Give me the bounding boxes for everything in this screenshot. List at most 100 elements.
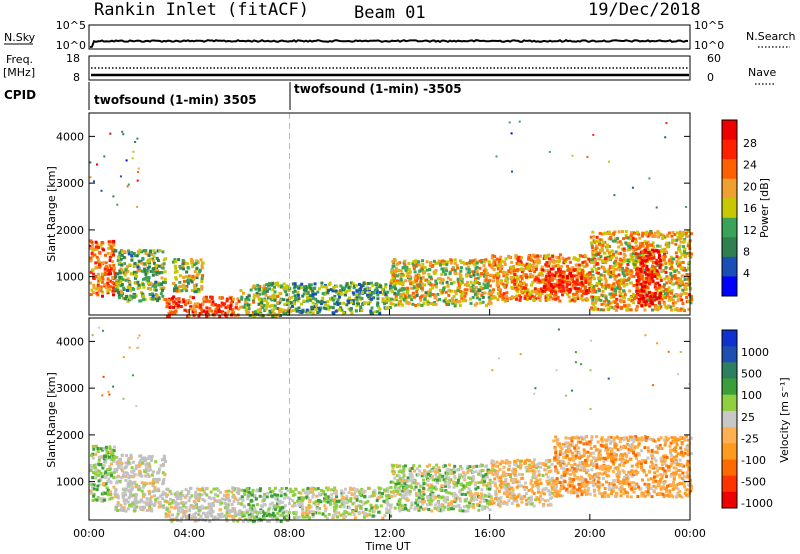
power-cell-6-407 (413, 276, 417, 280)
power-cell-1-250 (124, 271, 128, 275)
power-cell-9-501 (661, 249, 665, 253)
power-cell-6-14 (448, 299, 452, 303)
freq-unit-label: [MHz] (3, 66, 35, 79)
velocity-cell-5-112 (471, 479, 475, 483)
power-cell-7-398 (567, 295, 571, 299)
power-cell-1-81 (152, 261, 156, 265)
power-cell-7-383 (499, 281, 503, 285)
power-cell-9-857 (604, 281, 608, 285)
power-cell-0-48 (96, 265, 100, 269)
power-cell-9-766 (689, 255, 693, 259)
power-cell-4-104 (287, 299, 291, 303)
velocity-cell-4-332 (354, 505, 358, 509)
power-colorbar-band-6 (722, 237, 737, 258)
power-cell-9-344 (630, 299, 634, 303)
power-cell-10-101 (647, 255, 651, 258)
power-cell-7-364 (530, 294, 534, 298)
power-cell-6-249 (456, 286, 460, 290)
velocity-cell-2-279 (208, 519, 212, 523)
power-cell-10-8 (657, 256, 661, 260)
power-cell-9-675 (655, 274, 659, 278)
power-cell-5-134 (383, 302, 386, 306)
power-cell-4-109 (251, 310, 255, 314)
power-cell-1-279 (146, 282, 150, 286)
power-cell-7-112 (492, 274, 496, 277)
power-cell-7-220 (556, 264, 560, 268)
velocity-cell-0-1 (93, 498, 97, 502)
power-cell-9-444 (606, 255, 610, 259)
power-cell-6-516 (423, 297, 427, 301)
power-cell-9-791 (663, 247, 667, 251)
power-cell-6-136 (414, 304, 418, 307)
velocity-cell-2-132 (231, 515, 235, 518)
power-cell-7-345 (518, 282, 522, 286)
power-cell-0-69 (113, 272, 117, 275)
power-cell-8-51 (580, 289, 584, 293)
power-cell-7-13 (536, 281, 540, 285)
power-cell-9-380 (605, 258, 609, 262)
power-cell-7-55 (537, 273, 541, 277)
velocity-cell-1-217 (130, 470, 134, 474)
power-cell-4-171 (280, 284, 284, 288)
velocity-cell-2-217 (169, 497, 172, 501)
power-cell-7-386 (558, 299, 562, 303)
velocity-cell-1-173 (148, 468, 152, 472)
power-cell-9-845 (590, 283, 594, 287)
velocity-cell-2-219 (224, 489, 228, 493)
velocity-cell-4-232 (324, 495, 328, 499)
power-cell-5-329 (316, 290, 320, 294)
velocity-cell-1-91 (163, 457, 167, 461)
power-cell-7-60 (571, 266, 575, 270)
velocity-cell-1-205 (162, 478, 166, 482)
velocity-cell-1-30 (126, 481, 130, 485)
velocity-cell-4-323 (310, 490, 314, 494)
power-cell-10-93 (656, 250, 660, 254)
power-cell-9-418 (604, 303, 608, 307)
velocity-cell-4-23 (323, 504, 327, 508)
power-cell-2-8 (200, 311, 204, 315)
power-cell-1-251 (130, 254, 134, 258)
power-cell-5-254 (384, 292, 388, 296)
power-cell-9-406 (592, 235, 596, 239)
power-cell-5-307 (293, 282, 297, 286)
velocity-cell-3-164 (245, 487, 249, 491)
frequency-panel: Freq. [MHz] 18 8 60 0 Nave (3, 52, 776, 85)
velocity-cell-0-121 (91, 476, 95, 479)
velocity-cell-0-19 (110, 448, 114, 452)
power-cell-5-201 (316, 311, 320, 314)
velocity-cell-4-303 (316, 487, 320, 491)
power-cell-9-850 (622, 247, 626, 251)
power-cell-7-92 (537, 287, 541, 291)
power-cell-4-5 (268, 304, 272, 308)
power-cell-7-335 (513, 282, 517, 286)
power-cell-9-223 (667, 231, 671, 235)
velocity-cell-2-85 (220, 497, 224, 501)
power-cell-1-65 (136, 269, 140, 273)
velocity-cell-1-36 (146, 472, 150, 476)
velocity-cell-4-252 (372, 509, 376, 513)
power-cell-6-306 (455, 263, 459, 267)
power-cell-6-486 (397, 300, 401, 304)
power-cell-8-74 (558, 270, 562, 274)
velocity-cell-5-137 (416, 503, 420, 507)
velocity-cell-4-199 (291, 499, 295, 503)
velocity-cell-5-14 (421, 502, 425, 506)
power-cell-5-218 (324, 285, 328, 289)
power-cell-6-368 (392, 264, 396, 268)
power-cell-1-264 (143, 262, 147, 266)
power-cell-7-85 (518, 298, 522, 302)
power-cell-4-56 (257, 302, 261, 306)
velocity-cell-0-147 (103, 491, 107, 495)
power-cell-6-505 (408, 275, 412, 279)
power-cell-9-376 (622, 280, 626, 284)
power-cell-9-820 (604, 283, 608, 287)
velocity-cell-0-134 (112, 485, 116, 489)
velocity-cell-2-200 (230, 503, 234, 506)
velocity-cell-1-264 (157, 505, 161, 509)
power-cell-9-434 (664, 250, 668, 254)
velocity-cell-2-61 (216, 494, 220, 498)
velocity-cell-5-46 (417, 496, 421, 500)
power-cell-7-450 (565, 282, 569, 286)
velocity-cell-2-107 (168, 502, 171, 506)
power-cell-6-241 (415, 262, 419, 266)
